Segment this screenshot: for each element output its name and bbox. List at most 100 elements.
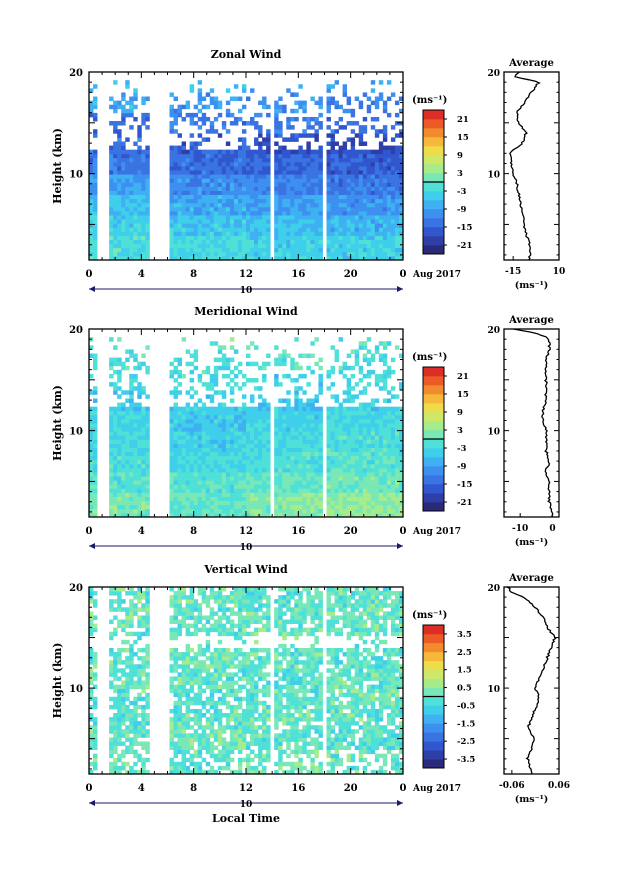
heatmap-cell bbox=[298, 239, 303, 245]
heatmap-cell bbox=[129, 161, 134, 167]
heatmap-cell bbox=[169, 414, 174, 420]
heatmap-cell bbox=[366, 215, 372, 220]
heatmap-cell bbox=[233, 255, 239, 261]
heatmap-cell bbox=[241, 149, 247, 155]
heatmap-cell bbox=[394, 410, 400, 416]
heatmap-cell bbox=[254, 219, 259, 224]
heatmap-cell bbox=[117, 472, 122, 477]
heatmap-cell bbox=[302, 447, 307, 453]
heatmap-cell bbox=[173, 435, 178, 440]
heatmap-cell bbox=[274, 149, 279, 155]
heatmap-cell bbox=[318, 223, 323, 228]
heatmap-cell bbox=[229, 492, 235, 497]
heatmap-cell bbox=[254, 137, 259, 142]
heatmap-cell bbox=[310, 206, 315, 212]
heatmap-cell bbox=[189, 190, 195, 196]
heatmap-cell bbox=[350, 170, 356, 175]
heatmap-cell bbox=[374, 382, 380, 387]
heatmap-cell bbox=[89, 153, 94, 159]
heatmap-cell bbox=[225, 215, 231, 220]
heatmap-cell bbox=[113, 488, 118, 493]
heatmap-cell bbox=[294, 467, 299, 473]
heatmap-cell bbox=[286, 202, 291, 208]
heatmap-cell bbox=[145, 451, 150, 457]
heatmap-cell bbox=[173, 210, 178, 216]
heatmap-cell bbox=[334, 100, 339, 106]
heatmap-cell bbox=[342, 92, 348, 97]
heatmap-cell bbox=[398, 423, 404, 428]
heatmap-cell bbox=[205, 137, 211, 142]
heatmap-cell bbox=[193, 149, 199, 155]
heatmap-cell bbox=[209, 182, 215, 187]
heatmap-cell bbox=[346, 455, 352, 461]
heatmap-cell bbox=[282, 174, 287, 179]
heatmap-cell bbox=[173, 96, 178, 102]
heatmap-cell bbox=[282, 414, 287, 420]
heatmap-cell bbox=[229, 459, 235, 465]
y-axis-label: Height (km) bbox=[51, 128, 64, 204]
heatmap-cell bbox=[330, 174, 335, 179]
heatmap-cell bbox=[378, 341, 384, 346]
heatmap-cell bbox=[386, 149, 392, 155]
heatmap-cell bbox=[117, 443, 122, 448]
heatmap-cell bbox=[205, 243, 211, 249]
heatmap-cell bbox=[193, 390, 199, 395]
heatmap-cell bbox=[197, 472, 203, 477]
heatmap-cell bbox=[113, 369, 118, 375]
heatmap-cell bbox=[173, 378, 178, 383]
heatmap-cell bbox=[113, 247, 118, 253]
heatmap-cell bbox=[201, 166, 207, 171]
heatmap-cell bbox=[366, 361, 372, 367]
heatmap-cell bbox=[262, 512, 267, 518]
heatmap-cell bbox=[310, 418, 315, 424]
heatmap-cell bbox=[169, 231, 174, 236]
colorbar-swatch bbox=[423, 367, 444, 377]
heatmap-cell bbox=[246, 121, 251, 126]
heatmap-cell bbox=[370, 215, 376, 220]
heatmap-cell bbox=[109, 587, 114, 592]
heatmap-cell bbox=[342, 512, 348, 518]
heatmap-cell bbox=[382, 451, 388, 457]
heatmap-cell bbox=[366, 402, 372, 408]
heatmap-cell bbox=[205, 219, 211, 224]
heatmap-cell bbox=[181, 206, 187, 212]
heatmap-cell bbox=[258, 219, 263, 224]
heatmap-cell bbox=[370, 476, 376, 481]
heatmap-cell bbox=[302, 439, 307, 444]
heatmap-cell bbox=[237, 512, 243, 518]
heatmap-cell bbox=[374, 459, 380, 465]
heatmap-cell bbox=[209, 373, 215, 379]
heatmap-cell bbox=[386, 512, 392, 518]
heatmap-cell bbox=[177, 243, 182, 249]
colorbar-swatch bbox=[423, 385, 444, 395]
heatmap-cell bbox=[346, 488, 352, 493]
heatmap-cell bbox=[93, 500, 98, 506]
heatmap-cell bbox=[338, 455, 344, 461]
heatmap-cell bbox=[382, 480, 388, 485]
heatmap-cell bbox=[262, 472, 267, 477]
heatmap-cell bbox=[193, 255, 199, 261]
heatmap-cell bbox=[217, 157, 223, 163]
heatmap-cell bbox=[113, 676, 118, 681]
heatmap-cell bbox=[346, 508, 352, 514]
heatmap-cell bbox=[225, 161, 231, 167]
heatmap-cell bbox=[378, 484, 384, 489]
heatmap-cell bbox=[246, 353, 251, 359]
heatmap-cell bbox=[205, 247, 211, 253]
heatmap-cell bbox=[113, 733, 118, 738]
heatmap-cell bbox=[233, 427, 239, 432]
heatmap-cell bbox=[398, 443, 404, 448]
heatmap-cell bbox=[201, 467, 207, 473]
heatmap-cell bbox=[241, 439, 247, 444]
heatmap-cell bbox=[370, 496, 376, 502]
heatmap-cell bbox=[254, 431, 259, 436]
heatmap-cell bbox=[93, 753, 98, 759]
heatmap-cell bbox=[390, 255, 396, 261]
heatmap-cell bbox=[298, 414, 303, 420]
heatmap-cell bbox=[109, 255, 114, 261]
heatmap-cell bbox=[282, 373, 287, 379]
heatmap-cell bbox=[374, 149, 380, 155]
heatmap-cell bbox=[282, 137, 287, 142]
heatmap-cell bbox=[209, 447, 215, 453]
heatmap-cell bbox=[213, 153, 219, 159]
